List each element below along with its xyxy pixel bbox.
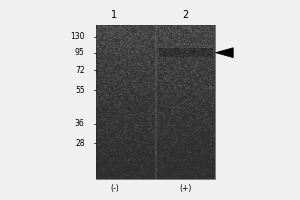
Text: 28: 28: [75, 139, 85, 148]
Text: 2: 2: [182, 10, 189, 20]
Text: 1: 1: [111, 10, 117, 20]
Text: 36: 36: [75, 119, 85, 128]
Text: 95: 95: [75, 48, 85, 57]
Polygon shape: [215, 48, 233, 58]
Text: (+): (+): [179, 184, 192, 193]
FancyBboxPatch shape: [97, 25, 215, 179]
Text: 55: 55: [75, 86, 85, 95]
Text: 130: 130: [70, 32, 85, 41]
Text: 72: 72: [75, 66, 85, 75]
Text: (-): (-): [110, 184, 119, 193]
